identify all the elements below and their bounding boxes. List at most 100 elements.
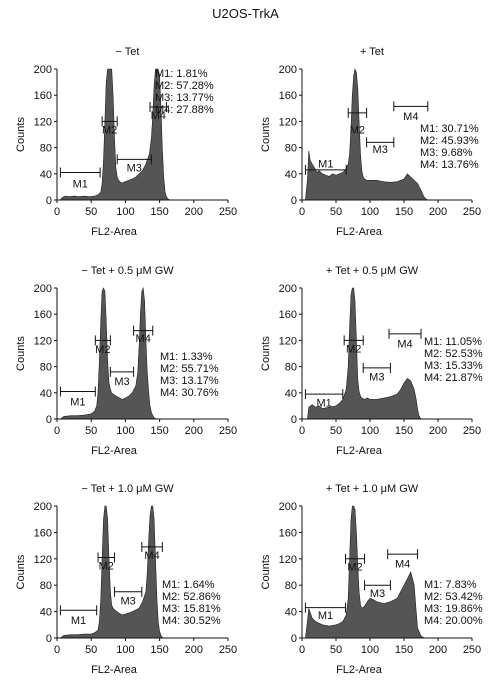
figure-title: U2OS-TrkA — [212, 6, 279, 21]
x-tick-label: 150 — [395, 206, 413, 218]
y-tick-label: 120 — [279, 335, 297, 347]
histogram-area — [57, 286, 160, 420]
x-tick-label: 0 — [299, 644, 305, 656]
gate-percentage: M4: 30.76% — [160, 387, 219, 399]
x-tick-label: 150 — [150, 206, 168, 218]
gate-percentage: M4: 27.88% — [155, 104, 214, 116]
y-tick-label: 120 — [34, 554, 52, 566]
x-tick-label: 150 — [395, 425, 413, 437]
y-tick-label: 0 — [291, 195, 297, 207]
y-tick-label: 80 — [285, 580, 297, 592]
gate-percentage: M3: 13.77% — [155, 92, 214, 104]
gate-label: M3 — [120, 595, 135, 607]
x-axis-label: FL2-Area — [336, 664, 383, 676]
x-tick-label: 200 — [429, 644, 447, 656]
y-axis-label: Counts — [260, 554, 272, 589]
x-tick-label: 250 — [463, 425, 481, 437]
x-axis-label: FL2-Area — [336, 445, 383, 457]
y-tick-label: 120 — [34, 335, 52, 347]
histogram-panel: − Tet 0 40 80 120 160 200 0 50 100 150 200 250 FL2-Ar… — [15, 46, 237, 238]
x-tick-label: 150 — [395, 644, 413, 656]
panel-title: − Tet + 0.5 μM GW — [81, 265, 174, 277]
x-tick-label: 200 — [185, 425, 203, 437]
x-tick-label: 0 — [54, 206, 60, 218]
gate-label: M4 — [151, 110, 166, 122]
gate-percentage: M2: 45.93% — [420, 135, 479, 147]
histogram-panel: − Tet + 0.5 μM GW 0 40 80 120 160 200 0 50 100 150… — [15, 265, 237, 457]
gate-percentage: M2: 55.71% — [160, 363, 219, 375]
x-tick-label: 100 — [116, 425, 134, 437]
gate-percentage: M1: 1.64% — [162, 579, 215, 591]
gate-label: M3 — [114, 376, 129, 388]
y-tick-label: 160 — [34, 309, 52, 321]
x-tick-label: 100 — [116, 644, 134, 656]
panel-title: − Tet — [116, 46, 140, 58]
y-tick-label: 80 — [40, 143, 52, 155]
x-tick-label: 50 — [85, 206, 97, 218]
x-tick-label: 100 — [361, 206, 379, 218]
x-tick-label: 150 — [150, 425, 168, 437]
y-tick-label: 40 — [40, 388, 52, 400]
y-tick-label: 40 — [40, 169, 52, 181]
x-tick-label: 0 — [54, 425, 60, 437]
y-tick-label: 0 — [291, 414, 297, 426]
gate-label: M1 — [318, 158, 333, 170]
y-tick-label: 40 — [285, 388, 297, 400]
gate-percentage: M4: 13.76% — [420, 159, 479, 171]
y-tick-label: 0 — [46, 195, 52, 207]
histogram-area — [302, 287, 422, 420]
y-tick-label: 80 — [40, 580, 52, 592]
gate-label: M3 — [369, 371, 384, 383]
y-tick-label: 40 — [285, 607, 297, 619]
y-axis-label: Counts — [15, 554, 27, 589]
histogram-area — [302, 67, 432, 201]
gate-percentage: M4: 20.00% — [424, 615, 483, 627]
gate-label: M2 — [346, 343, 361, 355]
x-tick-label: 50 — [85, 425, 97, 437]
x-tick-label: 200 — [429, 206, 447, 218]
y-tick-label: 80 — [40, 362, 52, 374]
y-tick-label: 40 — [40, 607, 52, 619]
gate-percentage: M2: 52.86% — [162, 591, 221, 603]
histogram-area — [57, 505, 167, 639]
y-axis-label: Counts — [15, 336, 27, 371]
gate-percentage: M1: 1.33% — [160, 351, 213, 363]
gate-label: M4 — [395, 558, 410, 570]
gate-percentage: M3: 13.17% — [160, 375, 219, 387]
y-tick-label: 80 — [285, 362, 297, 374]
gate-label: M3 — [370, 588, 385, 600]
panel-title: + Tet — [360, 46, 384, 58]
gate-label: M2 — [95, 344, 110, 356]
gate-label: M4 — [144, 550, 159, 562]
y-tick-label: 200 — [279, 501, 297, 513]
x-tick-label: 200 — [185, 644, 203, 656]
histogram-panel: + Tet + 1.0 μM GW 0 40 80 120 160 200 0 50 100 150… — [260, 483, 483, 676]
y-tick-label: 120 — [279, 554, 297, 566]
histogram-panel: + Tet 0 40 80 120 160 200 0 50 100 150 200 250 FL2-Ar… — [260, 46, 481, 238]
gate-percentage: M3: 19.86% — [424, 603, 483, 615]
gate-percentage: M3: 15.33% — [424, 360, 483, 372]
y-tick-label: 160 — [279, 527, 297, 539]
gate-label: M2 — [99, 560, 114, 572]
gate-label: M3 — [127, 162, 142, 174]
gate-label: M3 — [373, 144, 388, 156]
x-tick-label: 50 — [330, 206, 342, 218]
gate-percentage: M3: 9.68% — [420, 147, 473, 159]
panel-title: − Tet + 1.0 μM GW — [81, 483, 174, 495]
gate-label: M1 — [71, 615, 86, 627]
y-tick-label: 120 — [34, 116, 52, 128]
y-tick-label: 200 — [279, 64, 297, 76]
y-tick-label: 200 — [34, 64, 52, 76]
gate-label: M1 — [318, 610, 333, 622]
x-tick-label: 50 — [330, 425, 342, 437]
x-tick-label: 50 — [85, 644, 97, 656]
y-tick-label: 160 — [279, 309, 297, 321]
gate-percentage: M1: 7.83% — [424, 579, 477, 591]
gate-label: M4 — [397, 339, 412, 351]
x-tick-label: 250 — [463, 206, 481, 218]
gate-label: M1 — [316, 398, 331, 410]
gate-percentage: M1: 1.81% — [155, 68, 208, 80]
panel-title: + Tet + 1.0 μM GW — [326, 483, 419, 495]
gate-label: M1 — [70, 396, 85, 408]
